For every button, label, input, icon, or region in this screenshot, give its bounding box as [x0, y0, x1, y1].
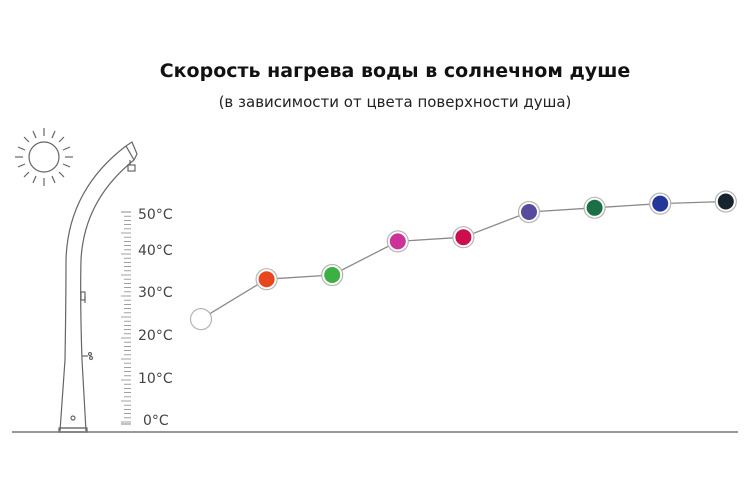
shower-icon	[58, 141, 138, 433]
y-tick-label-20: 20°C	[138, 328, 173, 344]
data-point-fill	[717, 193, 734, 210]
ruler-minor-ticks	[121, 211, 131, 423]
series-line	[200, 200, 726, 320]
data-point-fill	[389, 233, 406, 250]
y-tick-label-40: 40°C	[138, 243, 173, 259]
data-point-fill	[258, 271, 275, 288]
data-point-fill	[193, 311, 209, 328]
data-point-fill	[586, 199, 603, 216]
y-tick-label-10: 10°C	[138, 371, 173, 387]
data-point-fill	[652, 195, 669, 212]
data-point-fill	[521, 204, 537, 220]
y-tick-label-0: 0°C	[143, 413, 169, 429]
y-tick-label-50: 50°C	[138, 207, 173, 223]
y-tick-label-30: 30°C	[138, 285, 173, 301]
data-point-fill	[455, 229, 472, 246]
sun-icon	[15, 128, 73, 186]
chart-subtitle: (в зависимости от цвета поверхности душа…	[218, 93, 572, 111]
series-markers	[189, 190, 737, 331]
data-point-fill	[324, 267, 341, 283]
chart-title: Скорость нагрева воды в солнечном душе	[159, 60, 631, 82]
